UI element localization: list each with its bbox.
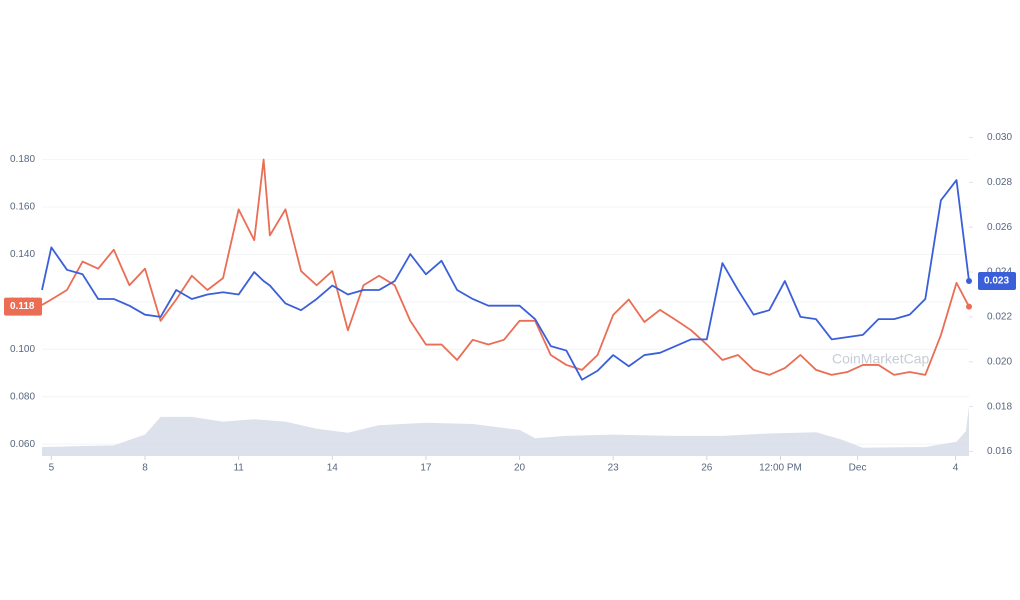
line	[41, 158, 970, 376]
x-tick-label: 14	[327, 463, 339, 474]
volume-area	[42, 406, 969, 456]
legend-label: 0.023	[984, 276, 1009, 287]
x-tick-label: 8	[142, 463, 148, 474]
x-tick-label: 26	[701, 463, 713, 474]
y2-tick-label: 0.022	[987, 312, 1012, 323]
x-tick-label: 5	[49, 463, 55, 474]
legend-label: 0.118	[10, 301, 35, 312]
x-tick-label: 20	[514, 463, 526, 474]
y-tick-label: 0.140	[10, 249, 35, 260]
y2-tick-label: 0.028	[987, 177, 1012, 188]
watermark: CoinMarketCap	[832, 351, 929, 367]
y2-tick-label: 0.030	[987, 132, 1012, 143]
y2-tick-label: 0.016	[987, 446, 1012, 457]
value-badge	[978, 272, 1016, 291]
y-tick-label: 0.100	[10, 344, 35, 355]
y2-tick-label: 0.018	[987, 401, 1012, 412]
x-tick-label: 17	[420, 463, 432, 474]
y-tick-label: 0.060	[10, 439, 35, 450]
x-tick-label: 12:00 PM	[759, 463, 802, 474]
y2-tick-label: 0.020	[987, 356, 1012, 367]
y2-tick-label: 0.026	[987, 222, 1012, 233]
x-tick-label: 4	[953, 463, 959, 474]
last-point	[966, 278, 972, 285]
line	[41, 179, 970, 381]
y-tick-label: 0.180	[10, 154, 35, 165]
value-badge	[4, 297, 42, 316]
y-tick-label: 0.160	[10, 202, 35, 213]
last-point	[966, 303, 972, 310]
y-tick-label: 0.080	[10, 391, 35, 402]
x-tick-label: 23	[608, 463, 620, 474]
x-tick-label: Dec	[849, 463, 867, 474]
x-tick-label: 11	[233, 463, 244, 474]
